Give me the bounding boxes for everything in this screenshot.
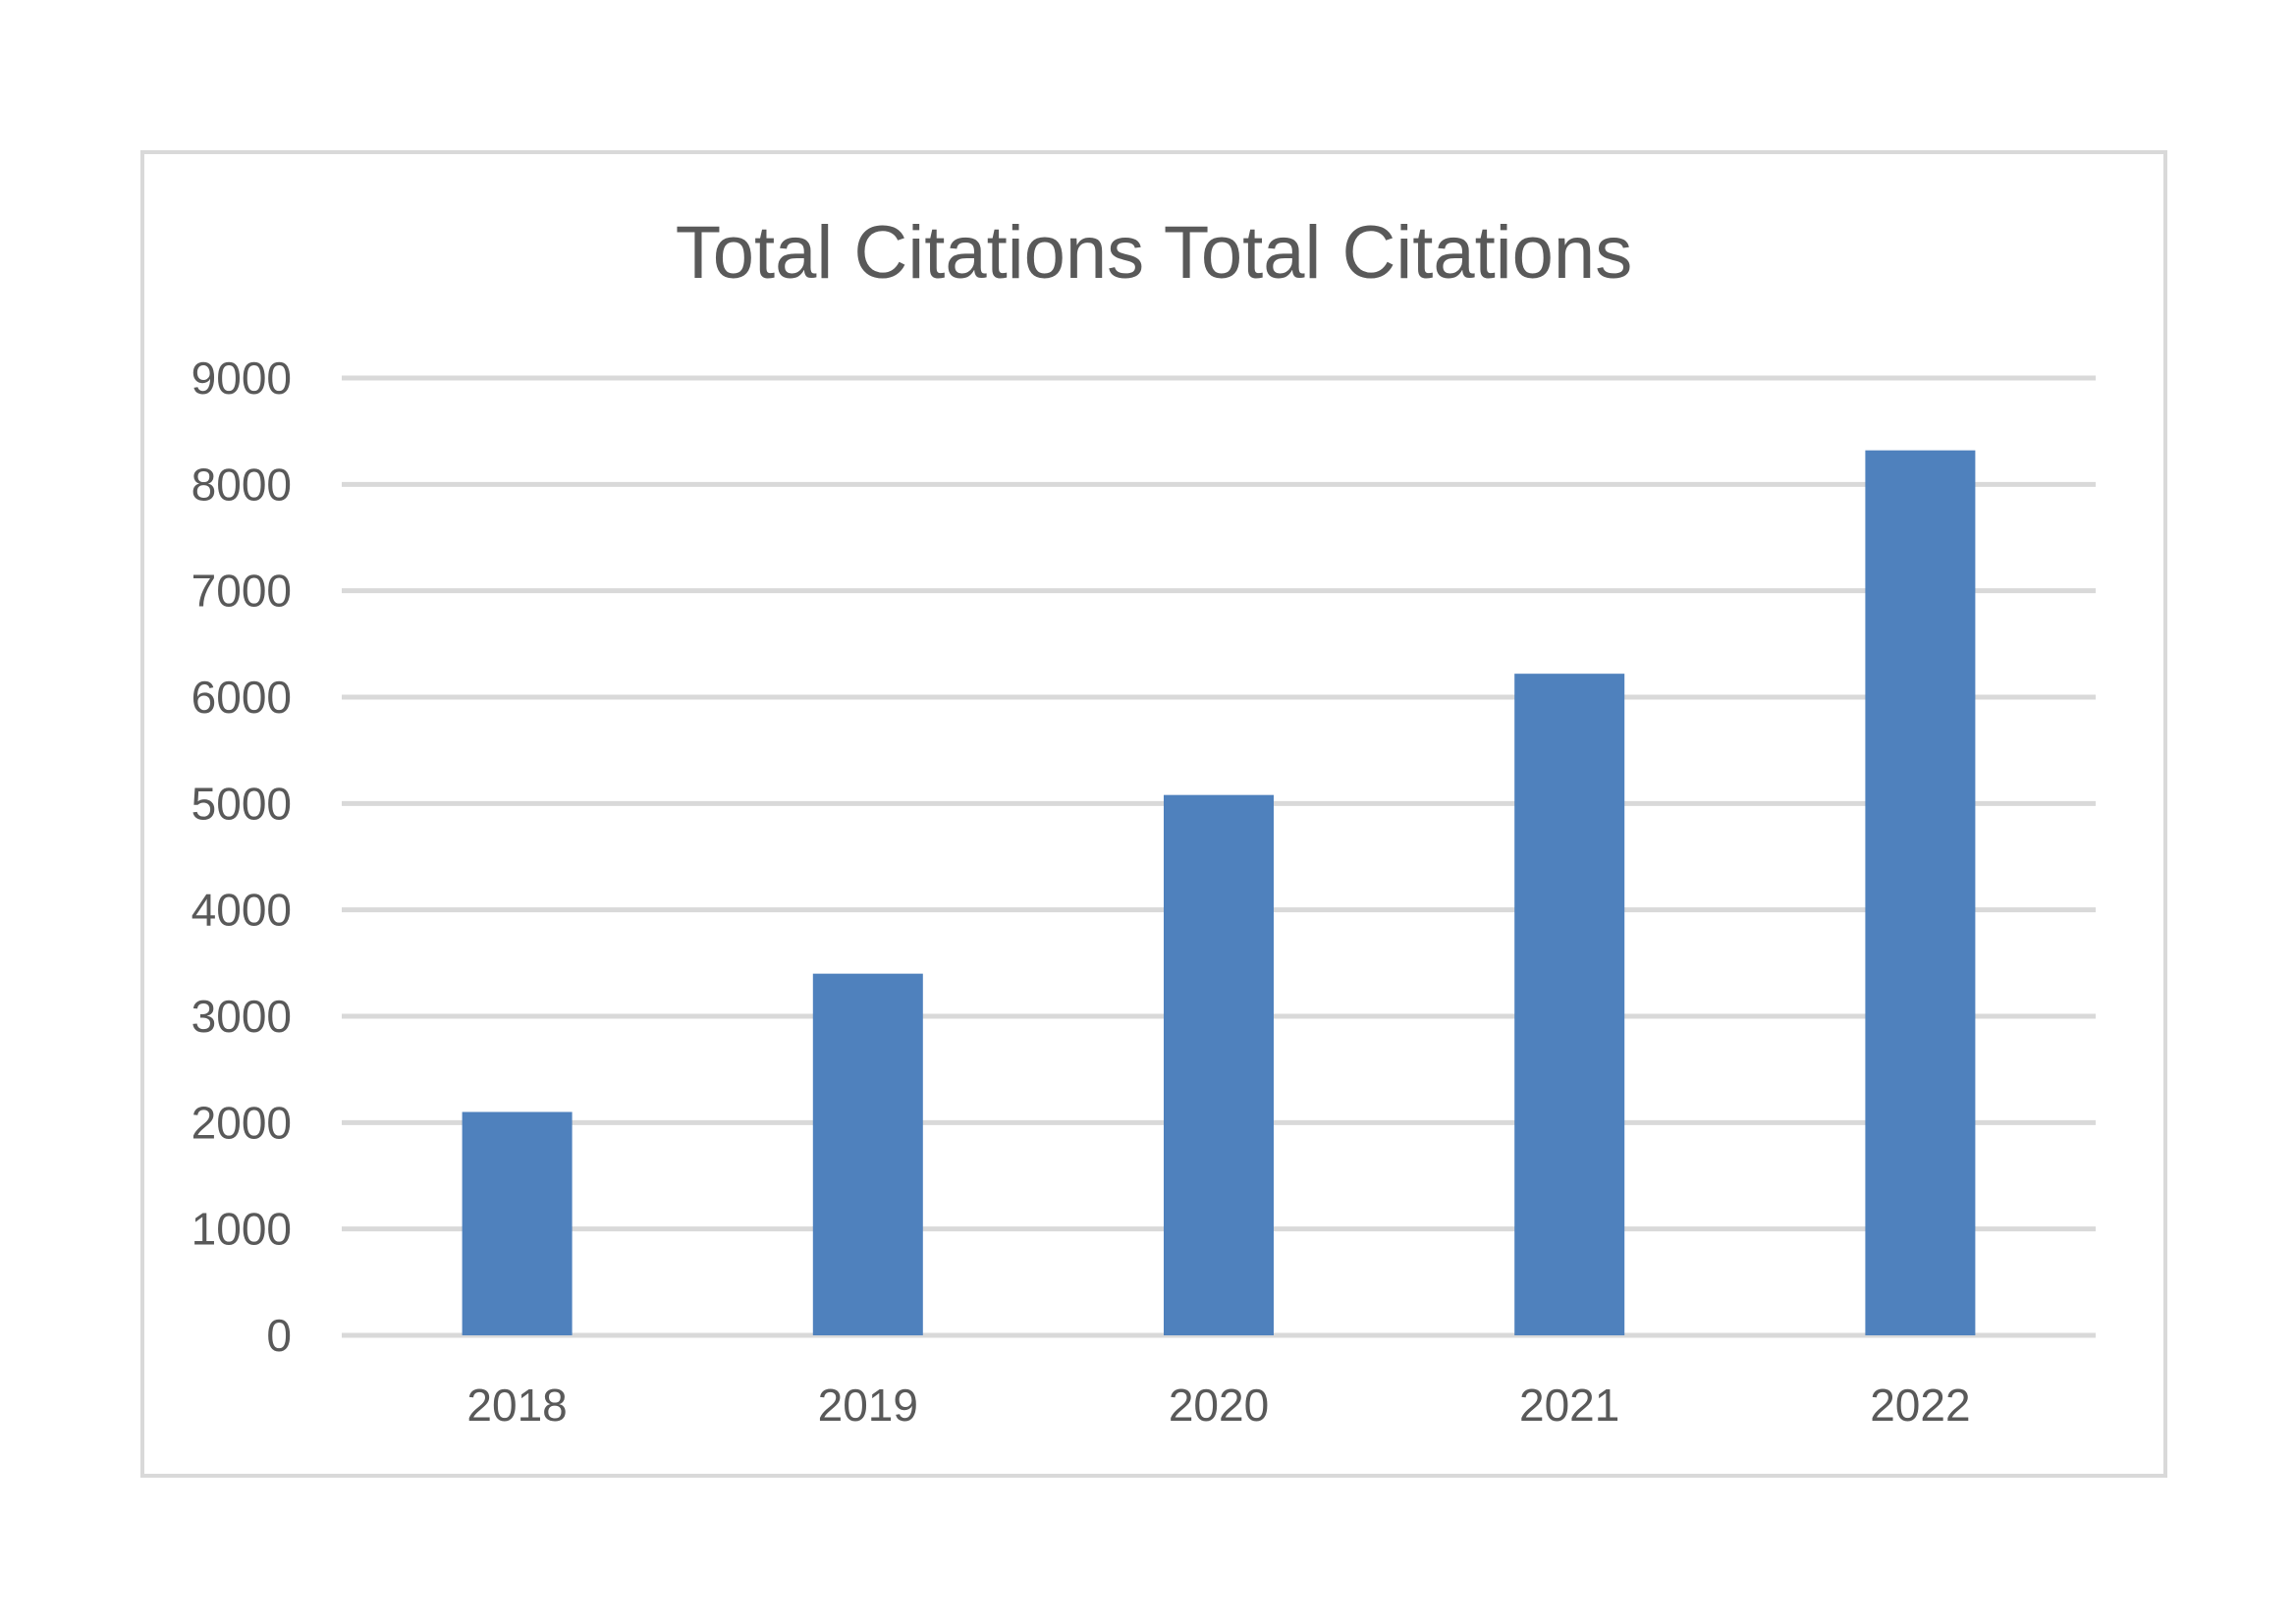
bars (462, 450, 1976, 1336)
bar-2019 (812, 973, 923, 1335)
y-tick-label: 7000 (191, 566, 292, 617)
x-tick-label: 2021 (1519, 1380, 1619, 1431)
x-axis-ticks: 2018 2019 2020 2021 2022 (466, 1380, 1970, 1431)
chart-title: Total Citations Total Citations (676, 211, 1632, 295)
y-tick-label: 6000 (191, 672, 292, 723)
y-tick-label: 2000 (191, 1097, 292, 1148)
y-tick-label: 0 (266, 1310, 292, 1361)
x-tick-label: 2020 (1169, 1380, 1269, 1431)
y-tick-label: 3000 (191, 991, 292, 1042)
y-tick-label: 1000 (191, 1204, 292, 1255)
y-tick-label: 4000 (191, 885, 292, 936)
bar-2021 (1514, 674, 1625, 1335)
x-tick-label: 2022 (1870, 1380, 1970, 1431)
y-tick-label: 5000 (191, 778, 292, 829)
gridlines (342, 375, 2096, 1338)
y-tick-label: 9000 (191, 352, 292, 404)
bar-2022 (1865, 450, 1976, 1336)
y-axis-ticks: 0 1000 2000 3000 4000 5000 6000 7000 8000 9000 (191, 352, 292, 1361)
x-tick-label: 2018 (466, 1380, 567, 1431)
y-tick-label: 8000 (191, 459, 292, 510)
x-tick-label: 2019 (818, 1380, 918, 1431)
bar-2020 (1164, 794, 1274, 1335)
bar-2018 (462, 1111, 573, 1335)
